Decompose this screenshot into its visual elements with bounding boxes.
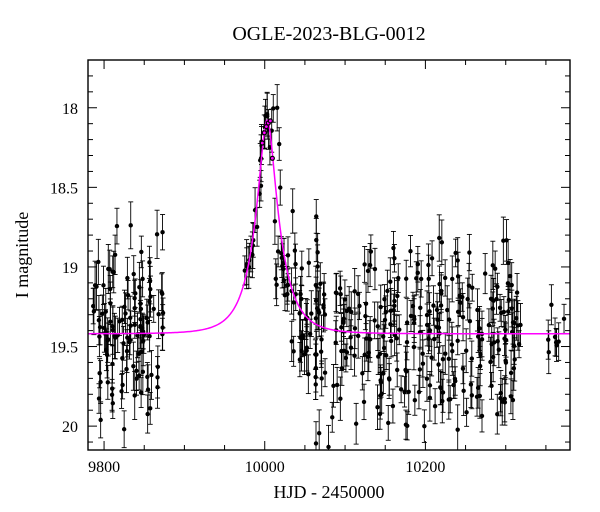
- y-axis-label: I magnitude: [12, 212, 32, 298]
- lightcurve-chart: 9800 10000 10200 18 18.5 19 19.5 20 OGLE-2023-BL…: [0, 0, 600, 512]
- y-tick-label: 20: [62, 419, 78, 436]
- y-tick-label: 18.5: [50, 180, 78, 197]
- y-tick-label: 19: [62, 260, 78, 277]
- x-axis-label: HJD - 2450000: [274, 482, 385, 502]
- x-tick-label: 10200: [405, 459, 445, 476]
- y-tick-label: 18: [62, 101, 78, 118]
- y-tick-label: 19.5: [50, 340, 78, 357]
- x-tick-label: 9800: [88, 459, 120, 476]
- x-tick-label: 10000: [245, 459, 285, 476]
- chart-title: OGLE-2023-BLG-0012: [232, 23, 425, 45]
